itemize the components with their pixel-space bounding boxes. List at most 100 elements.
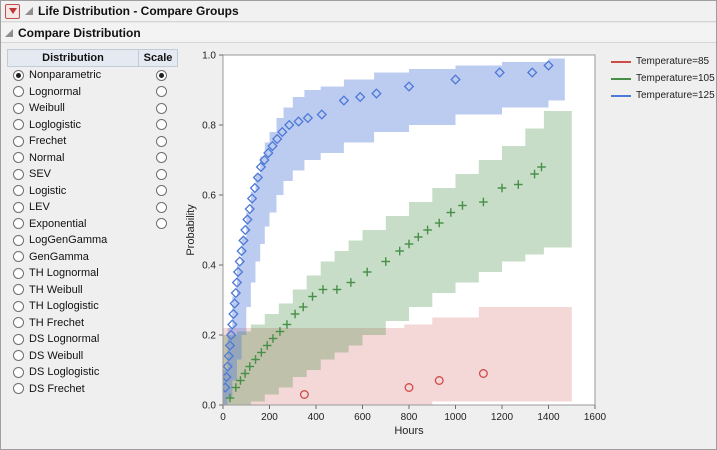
radio-distribution-th-frechet[interactable] xyxy=(13,317,24,329)
scale-cell xyxy=(143,168,179,180)
distribution-label: Normal xyxy=(29,151,65,164)
legend-item-temperature-105[interactable]: Temperature=105 xyxy=(611,70,715,87)
radio-distribution-ds-frechet[interactable] xyxy=(13,383,24,395)
scale-cell xyxy=(143,201,179,213)
distribution-row: TH Weibull xyxy=(7,282,179,299)
column-header-scale: Scale xyxy=(138,49,178,67)
radio-distribution-lev[interactable] xyxy=(13,201,24,213)
distribution-row: LogGenGamma xyxy=(7,232,179,249)
probability-plot: 0 200 400 600 800 1000 1200 1400 1600 0.0 0.2 0.4 0.… xyxy=(185,51,607,438)
probability-plot-area: 0 200 400 600 800 1000 1200 1400 1600 0.0 0.2 0.4 0.… xyxy=(183,45,715,447)
outline-bar-compare-distribution: Compare Distribution xyxy=(1,22,716,43)
scale-cell xyxy=(143,86,179,98)
distribution-row: TH Lognormal xyxy=(7,265,179,282)
legend-label: Temperature=105 xyxy=(636,73,715,84)
distribution-row: SEV xyxy=(7,166,179,183)
radio-distribution-loglogistic[interactable] xyxy=(13,119,24,131)
distribution-row: GenGamma xyxy=(7,249,179,266)
radio-scale-weibull[interactable] xyxy=(155,102,167,114)
distribution-table: Distribution Scale Nonparametric Lognorma… xyxy=(7,49,179,397)
disclosure-open-icon-2[interactable] xyxy=(5,28,13,37)
distribution-label: Weibull xyxy=(29,102,65,115)
svg-text:0.2: 0.2 xyxy=(202,331,216,342)
distribution-label: GenGamma xyxy=(29,250,89,263)
radio-distribution-sev[interactable] xyxy=(13,168,24,180)
distribution-label: Exponential xyxy=(29,217,87,230)
distribution-label: LogGenGamma xyxy=(29,234,108,247)
svg-text:1000: 1000 xyxy=(444,412,467,423)
radio-distribution-ds-lognormal[interactable] xyxy=(13,333,24,345)
radio-scale-frechet[interactable] xyxy=(155,135,167,147)
distribution-row: LEV xyxy=(7,199,179,216)
radio-distribution-nonparametric[interactable] xyxy=(13,69,24,81)
legend-label: Temperature=125 xyxy=(636,90,715,101)
distribution-row: TH Loglogistic xyxy=(7,298,179,315)
legend-item-temperature-85[interactable]: Temperature=85 xyxy=(611,53,715,70)
radio-distribution-th-loglogistic[interactable] xyxy=(13,300,24,312)
distribution-label: Nonparametric xyxy=(29,69,102,82)
svg-text:0: 0 xyxy=(220,412,226,423)
radio-scale-sev[interactable] xyxy=(155,168,167,180)
distribution-label: DS Weibull xyxy=(29,349,84,362)
markers-temperature-125 xyxy=(223,60,554,393)
column-header-distribution: Distribution xyxy=(7,49,139,67)
distribution-label: TH Lognormal xyxy=(29,267,99,280)
radio-distribution-ds-loglogistic[interactable] xyxy=(13,366,24,378)
scale-cell xyxy=(143,102,179,114)
confidence-band-temperature-105 xyxy=(223,111,572,405)
distribution-row: Loglogistic xyxy=(7,117,179,134)
scale-cell xyxy=(143,185,179,197)
confidence-band-temperature-125 xyxy=(223,58,565,405)
svg-text:0.0: 0.0 xyxy=(202,401,216,412)
distribution-label: SEV xyxy=(29,168,52,181)
radio-scale-lognormal[interactable] xyxy=(155,86,167,98)
radio-distribution-lognormal[interactable] xyxy=(13,86,24,98)
radio-scale-lev[interactable] xyxy=(155,201,167,213)
distribution-row: DS Loglogistic xyxy=(7,364,179,381)
svg-text:1600: 1600 xyxy=(584,412,607,423)
radio-distribution-weibull[interactable] xyxy=(13,102,24,114)
svg-text:1.0: 1.0 xyxy=(202,51,216,62)
x-axis-label: Hours xyxy=(394,425,424,437)
radio-distribution-th-lognormal[interactable] xyxy=(13,267,24,279)
radio-distribution-gengamma[interactable] xyxy=(13,251,24,263)
axes: 0 200 400 600 800 1000 1200 1400 1600 0.0 0.2 0.4 0.… xyxy=(202,51,606,424)
radio-distribution-exponential[interactable] xyxy=(13,218,24,230)
radio-distribution-logistic[interactable] xyxy=(13,185,24,197)
radio-scale-nonparametric[interactable] xyxy=(155,69,167,81)
distribution-row: Nonparametric xyxy=(7,67,179,84)
legend-item-temperature-125[interactable]: Temperature=125 xyxy=(611,87,715,104)
radio-distribution-frechet[interactable] xyxy=(13,135,24,147)
radio-distribution-ds-weibull[interactable] xyxy=(13,350,24,362)
distribution-label: LEV xyxy=(29,201,50,214)
svg-text:600: 600 xyxy=(354,412,371,423)
svg-text:400: 400 xyxy=(308,412,325,423)
plot-background xyxy=(223,55,595,405)
markers-temperature-105 xyxy=(225,162,546,403)
radio-distribution-th-weibull[interactable] xyxy=(13,284,24,296)
markers-temperature-85 xyxy=(299,369,488,399)
outline-bar-life-distribution: Life Distribution - Compare Groups xyxy=(1,1,716,22)
report-title: Life Distribution - Compare Groups xyxy=(38,4,239,18)
radio-scale-logistic[interactable] xyxy=(155,185,167,197)
radio-scale-exponential[interactable] xyxy=(155,218,167,230)
svg-text:0.6: 0.6 xyxy=(202,191,216,202)
radio-scale-normal[interactable] xyxy=(155,152,167,164)
distribution-row: Lognormal xyxy=(7,84,179,101)
scale-cell xyxy=(143,152,179,164)
red-triangle-menu-icon[interactable] xyxy=(5,3,20,19)
data-markers xyxy=(223,60,554,403)
radio-distribution-normal[interactable] xyxy=(13,152,24,164)
distribution-row: Weibull xyxy=(7,100,179,117)
radio-scale-loglogistic[interactable] xyxy=(155,119,167,131)
disclosure-open-icon[interactable] xyxy=(25,7,33,15)
distribution-rows: Nonparametric Lognormal Weibull Loglogistic… xyxy=(7,67,179,397)
radio-distribution-loggengamma[interactable] xyxy=(13,234,24,246)
distribution-label: TH Frechet xyxy=(29,316,85,329)
distribution-table-header: Distribution Scale xyxy=(7,49,179,67)
confidence-band-temperature-85 xyxy=(223,307,572,405)
svg-text:800: 800 xyxy=(401,412,418,423)
distribution-row: Logistic xyxy=(7,183,179,200)
legend-label: Temperature=85 xyxy=(636,56,710,67)
svg-text:0.4: 0.4 xyxy=(202,261,216,272)
